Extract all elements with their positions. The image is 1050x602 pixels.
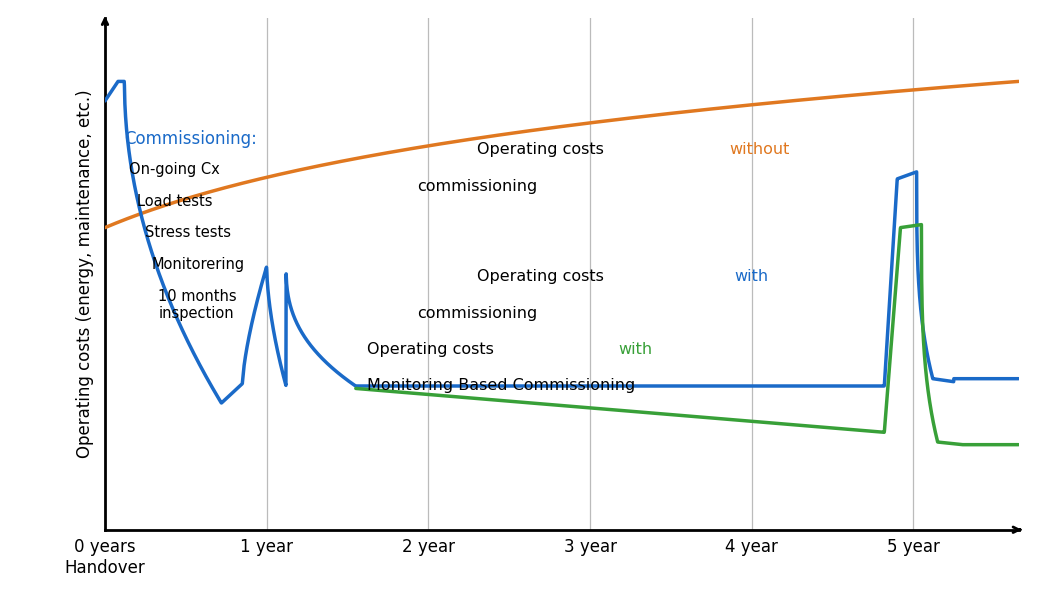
Text: 10 months
inspection: 10 months inspection	[159, 288, 237, 321]
Text: Load tests: Load tests	[138, 193, 213, 208]
Y-axis label: Operating costs (energy, maintenance, etc.): Operating costs (energy, maintenance, et…	[76, 90, 93, 458]
Text: commissioning: commissioning	[417, 179, 537, 194]
Text: with: with	[618, 342, 652, 357]
Text: without: without	[729, 142, 790, 157]
Text: Monitoring Based Commissioning: Monitoring Based Commissioning	[366, 377, 635, 393]
Text: commissioning: commissioning	[417, 306, 537, 321]
Text: Monitorering: Monitorering	[152, 257, 245, 272]
Text: On-going Cx: On-going Cx	[129, 162, 220, 177]
Text: Operating costs: Operating costs	[366, 342, 504, 357]
Text: Operating costs: Operating costs	[477, 142, 609, 157]
Text: Stress tests: Stress tests	[145, 225, 231, 240]
Text: Commissioning:: Commissioning:	[124, 130, 257, 148]
Text: Operating costs: Operating costs	[477, 269, 614, 284]
Text: with: with	[735, 269, 769, 284]
